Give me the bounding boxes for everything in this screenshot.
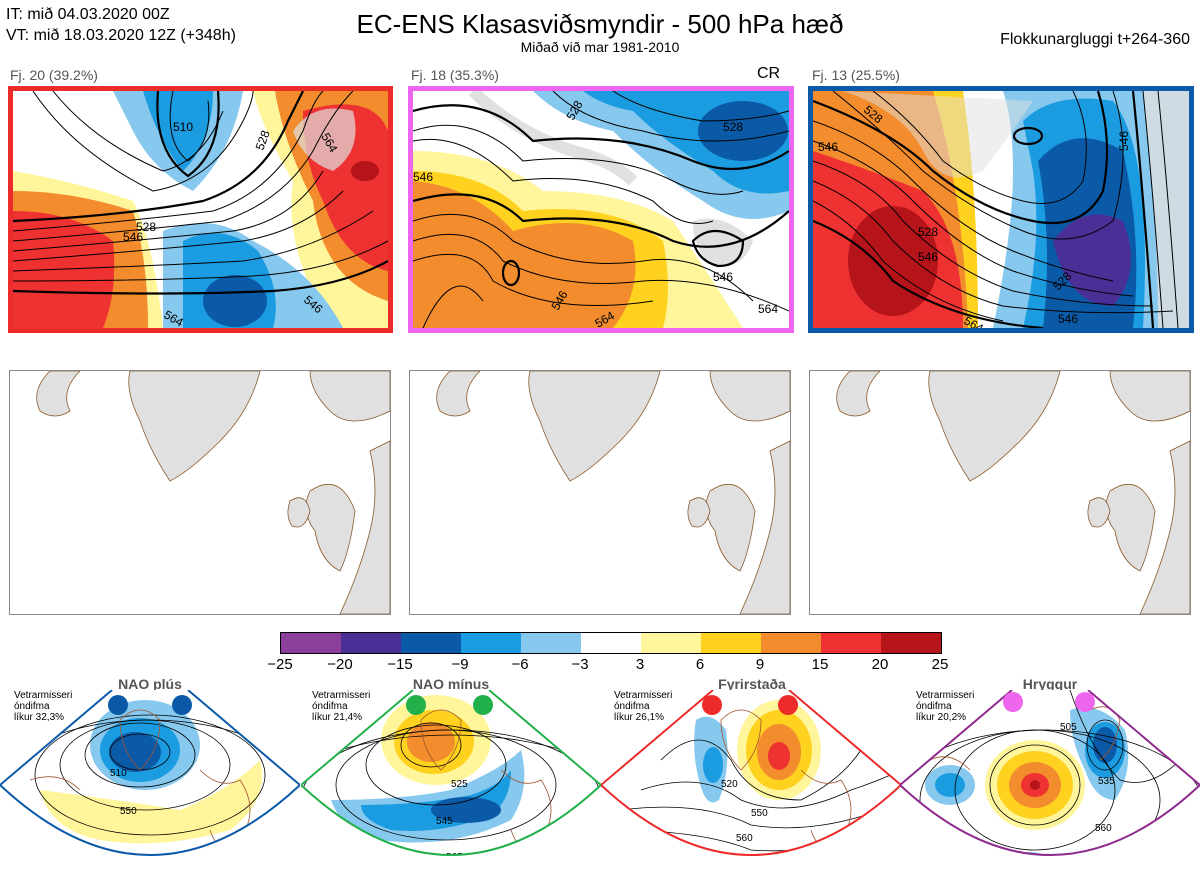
regime-4-note: Vetrarmisseri óndifma líkur 20,2% — [916, 690, 975, 723]
cluster-3-contour-label: 546 — [818, 140, 838, 154]
run-info: IT: mið 04.03.2020 00Z VT: mið 18.03.202… — [6, 4, 236, 46]
cluster-2-contour-label: 546 — [413, 170, 433, 184]
regime-4-title: Hryggur — [1022, 676, 1078, 692]
colorbar-swatch — [701, 633, 761, 653]
regime-2-marker-right — [473, 695, 493, 715]
regime-3-marker-left — [702, 695, 722, 715]
cluster-2-label: Fj. 18 (35.3%) — [411, 67, 499, 83]
basemap-1 — [9, 370, 391, 615]
colorbar-swatch — [881, 633, 941, 653]
regime-4-marker-left — [1003, 692, 1023, 712]
regime-1-marker-right — [172, 695, 192, 715]
colorbar-tick: −25 — [267, 656, 293, 673]
regime-2-contour-label: 545 — [436, 816, 453, 827]
regime-1-map: 510 550 — [0, 689, 302, 871]
colorbar-tick: −20 — [327, 656, 353, 673]
regime-4-contour-label: 505 — [1060, 722, 1077, 733]
basemap-2 — [409, 370, 791, 615]
regime-2-marker-left — [406, 695, 426, 715]
cluster-1-contour-label: 510 — [173, 120, 193, 134]
regime-3-note: Vetrarmisseri óndifma líkur 26,1% — [614, 690, 673, 723]
cluster-3-contour-label: 546 — [1117, 131, 1131, 151]
regime-4-contour-label: 535 — [1098, 776, 1115, 787]
cluster-1-contour-label: 546 — [123, 230, 143, 244]
colorbar-swatch — [761, 633, 821, 653]
cluster-3-label: Fj. 13 (25.5%) — [812, 67, 900, 83]
page-title: EC-ENS Klasasviðsmyndir - 500 hPa hæð — [356, 9, 844, 39]
cluster-3-contour-label: 546 — [918, 250, 938, 264]
colorbar-swatch — [641, 633, 701, 653]
cluster-2-contour-label: 528 — [723, 120, 743, 134]
regime-4-marker-right — [1075, 692, 1095, 712]
regime-1-contour-label: 510 — [110, 768, 127, 779]
cluster-2-map: 528 546 528 546 546 564 564 — [408, 86, 794, 333]
colorbar-swatch — [581, 633, 641, 653]
regime-1-contour-label: 550 — [120, 806, 137, 817]
regime-2-map: 525 545 565 — [300, 689, 603, 871]
regime-2-contour-label: 525 — [451, 779, 468, 790]
cluster-3-contour-label: 528 — [918, 225, 938, 239]
colorbar-tick: −9 — [451, 656, 469, 673]
regime-2-title: NAO mínus — [412, 676, 490, 692]
regime-1-title: NAO plús — [118, 676, 182, 692]
regime-3-contour-label: 560 — [736, 833, 753, 844]
cluster-1-contour-label: 528 — [253, 128, 273, 152]
page-subtitle: Miðað við mar 1981-2010 — [520, 39, 680, 55]
regime-3-contour-label: 550 — [751, 808, 768, 819]
regime-4-map: 505 535 560 — [899, 689, 1200, 871]
cluster-1-map: 546 528 510 564 546 528 564 — [8, 86, 393, 333]
regime-2-note: Vetrarmisseri óndifma líkur 21,4% — [312, 690, 371, 723]
cluster-1-contour-label: 528 — [136, 220, 156, 234]
colorbar-tick: −15 — [387, 656, 413, 673]
cluster-2-tag: CR — [757, 65, 781, 82]
initial-time: IT: mið 04.03.2020 00Z — [6, 6, 170, 23]
regime-3-title: Fyrirstaða — [718, 676, 786, 692]
colorbar-tick: 20 — [871, 656, 889, 673]
valid-time: VT: mið 18.03.2020 12Z (+348h) — [6, 27, 236, 44]
colorbar-tick: 3 — [635, 656, 645, 673]
colorbar-swatch — [521, 633, 581, 653]
colorbar-tick: 6 — [695, 656, 705, 673]
basemap-3 — [809, 370, 1191, 615]
regime-3-marker-right — [778, 695, 798, 715]
regime-3-contour-label: 520 — [721, 779, 738, 790]
cluster-2-contour-label: 564 — [758, 302, 778, 316]
colorbar-tick: −3 — [571, 656, 589, 673]
regime-3-map: 520 550 560 — [600, 689, 903, 871]
colorbar-swatch — [821, 633, 881, 653]
cluster-2-contour-label: 546 — [713, 270, 733, 284]
colorbar-tick: −6 — [511, 656, 529, 673]
colorbar-swatch — [401, 633, 461, 653]
cluster-3-map: 528 546 528 564 546 528 546 546 — [808, 86, 1194, 333]
colorbar-swatch — [281, 633, 341, 653]
colorbar — [280, 632, 942, 654]
colorbar-tick: 25 — [931, 656, 949, 673]
colorbar-swatch — [341, 633, 401, 653]
cluster-3-contour-label: 546 — [1058, 312, 1078, 326]
regime-4-contour-label: 560 — [1095, 823, 1112, 834]
regime-2-contour-label: 565 — [446, 852, 463, 863]
regime-1-note: Vetrarmisseri óndifma líkur 32,3% — [14, 690, 73, 723]
colorbar-swatch — [461, 633, 521, 653]
colorbar-tick: 9 — [755, 656, 765, 673]
colorbar-tick: 15 — [811, 656, 829, 673]
regime-1-marker-left — [108, 695, 128, 715]
classification-window: Flokkunargluggi t+264-360 — [1000, 31, 1190, 48]
cluster-1-label: Fj. 20 (39.2%) — [10, 67, 98, 83]
